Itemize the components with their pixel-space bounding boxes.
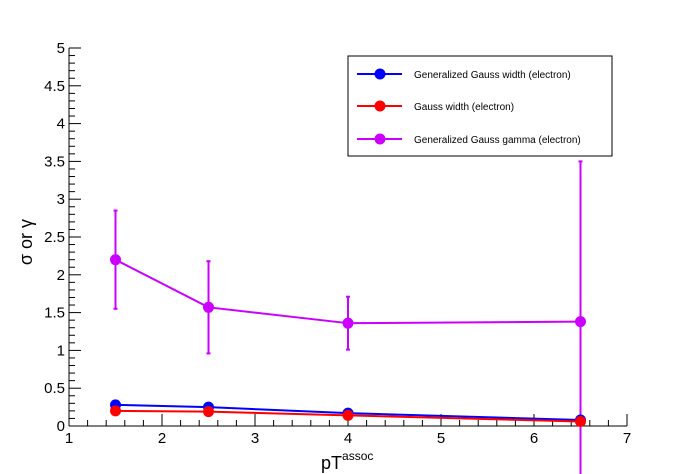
data-point	[110, 405, 121, 417]
series-line	[115, 403, 581, 421]
series-layer	[110, 160, 586, 474]
y-tick-label: 3	[57, 191, 65, 208]
legend-swatch-marker	[374, 68, 386, 80]
legend-label: Generalized Gauss gamma (electron)	[414, 135, 581, 146]
x-tick-label: 2	[158, 430, 166, 447]
y-tick-label: 2	[57, 267, 65, 284]
y-tick-label: 4.5	[44, 78, 65, 95]
legend-label: Generalized Gauss width (electron)	[414, 70, 571, 81]
y-tick-label: 5	[57, 40, 65, 57]
data-point	[110, 254, 121, 266]
x-axis-label-superscript: assoc	[342, 449, 373, 463]
data-point	[575, 316, 586, 328]
data-point	[203, 301, 214, 313]
x-tick-label: 3	[251, 430, 259, 447]
legend-entries: Generalized Gauss width (electron) Gauss …	[357, 68, 581, 146]
series-1	[110, 405, 586, 427]
data-point	[203, 406, 214, 418]
y-tick-label: 1.5	[44, 305, 65, 322]
series-line	[115, 409, 581, 423]
y-tick-label: 3.5	[44, 153, 65, 170]
y-tick-label: 2.5	[44, 229, 65, 246]
legend-swatch-marker	[374, 133, 386, 145]
x-tick-label: 7	[623, 430, 631, 447]
axis-tick-labels: 1 2 3 4 5 6 7 0 0.5 1 1.5 2 2.5 3 3.5 4 4.5 5	[44, 40, 631, 447]
legend-swatch-marker	[374, 100, 386, 112]
legend-label: Gauss width (electron)	[414, 102, 514, 113]
y-tick-label: 0.5	[44, 380, 65, 397]
x-tick-label: 4	[344, 430, 352, 447]
series-line	[115, 258, 581, 325]
y-tick-label: 4	[57, 116, 65, 133]
legend: Generalized Gauss width (electron) Gauss …	[347, 55, 613, 157]
data-point	[575, 415, 586, 427]
x-axis-label-main: pT	[321, 453, 342, 473]
x-tick-label: 5	[437, 430, 445, 447]
data-point	[342, 409, 354, 421]
y-tick-label: 0	[57, 418, 65, 435]
series-2	[110, 160, 586, 474]
y-axis-label: σ or γ	[16, 219, 36, 265]
data-point	[342, 317, 354, 329]
x-tick-label: 1	[65, 430, 73, 447]
x-axis-label: pTassoc	[321, 449, 373, 473]
x-tick-label: 6	[530, 430, 538, 447]
y-tick-label: 1	[57, 342, 65, 359]
